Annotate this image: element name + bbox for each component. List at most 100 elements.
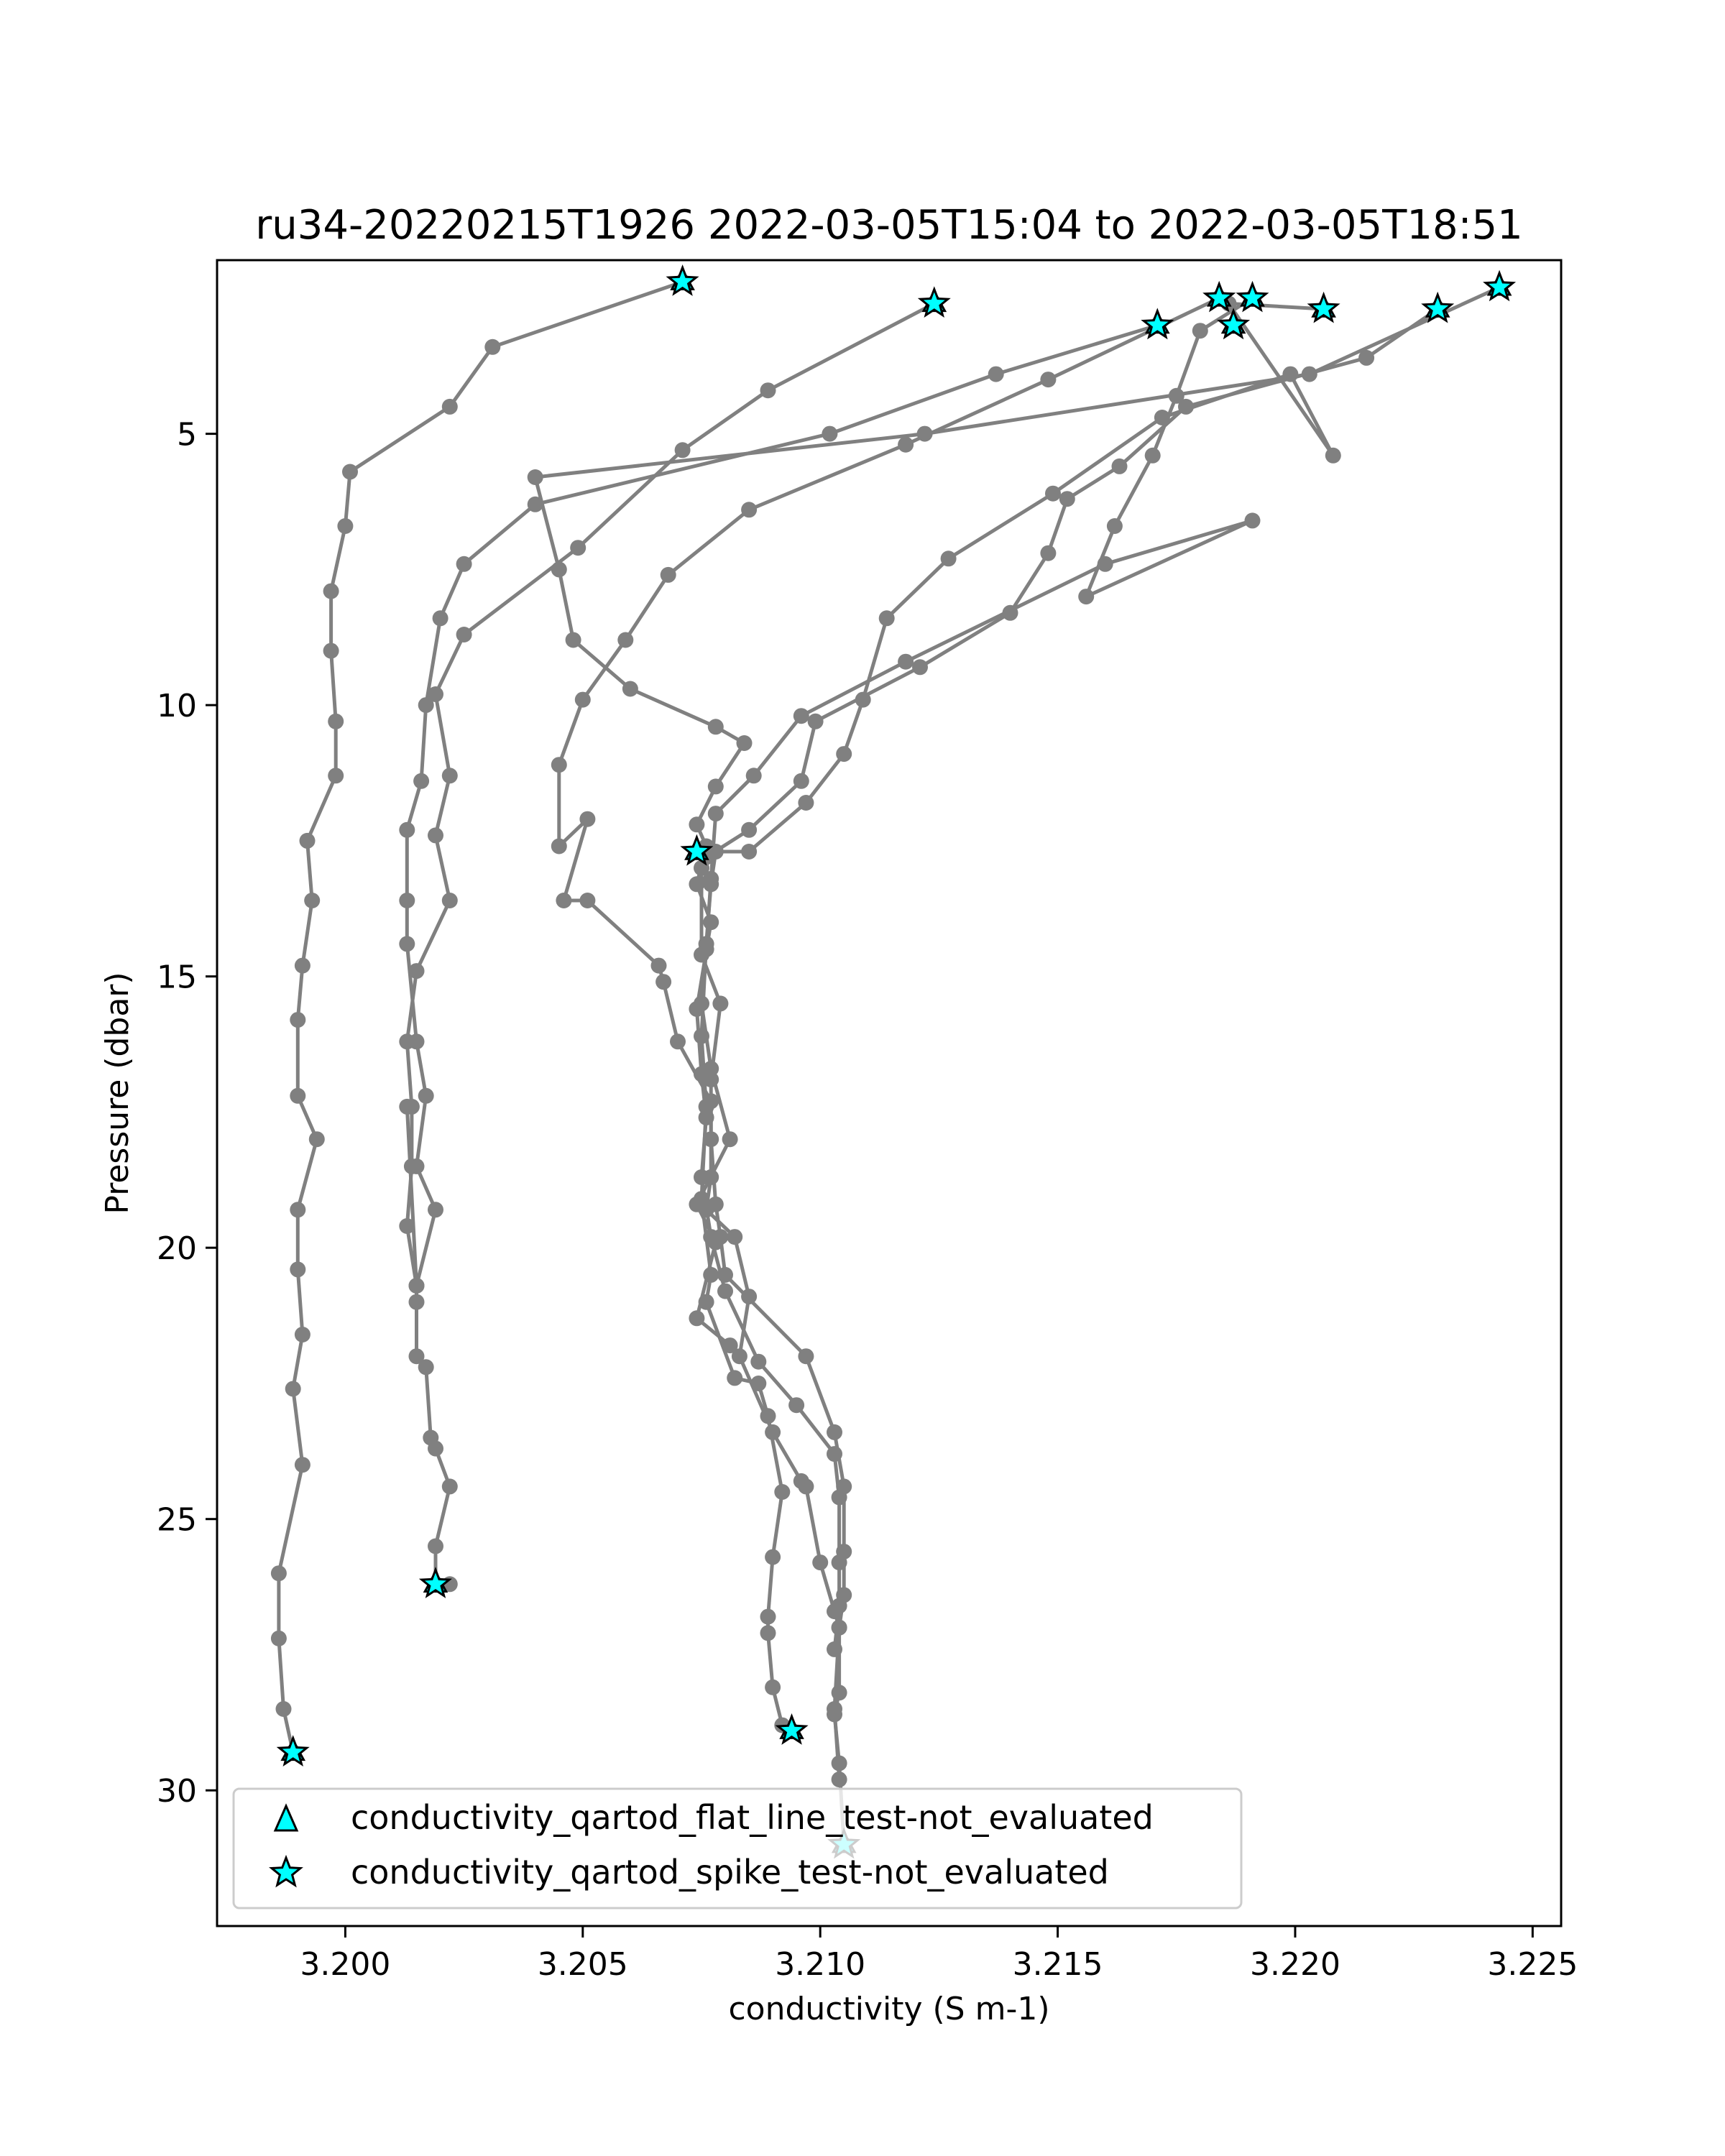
data-point: [822, 425, 838, 442]
data-point: [650, 957, 667, 974]
data-point: [760, 1608, 776, 1625]
data-point: [1154, 410, 1170, 425]
data-point: [1111, 458, 1128, 474]
data-point: [788, 1397, 805, 1414]
data-point: [717, 1283, 733, 1299]
data-point: [413, 773, 430, 789]
data-point: [399, 936, 415, 952]
x-tick-label: 3.205: [538, 1946, 628, 1983]
data-point: [898, 653, 914, 670]
data-point: [798, 795, 814, 811]
data-point: [408, 1158, 425, 1174]
spike-flag-marker: [1421, 291, 1455, 323]
data-point: [703, 876, 719, 893]
data-point: [428, 1538, 443, 1554]
data-point: [836, 746, 852, 763]
data-point: [656, 974, 672, 990]
data-point: [441, 893, 458, 908]
y-tick-label: 5: [177, 417, 197, 453]
data-point: [765, 1549, 781, 1565]
data-point: [270, 1565, 287, 1582]
data-point: [855, 691, 871, 708]
data-point: [399, 1098, 415, 1115]
data-point: [689, 1310, 705, 1327]
plot-frame: [216, 259, 1563, 1927]
y-tick-label: 20: [157, 1230, 197, 1267]
data-point: [428, 827, 443, 844]
data-point: [428, 1202, 443, 1218]
data-point: [579, 811, 596, 827]
data-point: [750, 1376, 767, 1391]
spike-flag-marker: [1236, 280, 1269, 313]
y-tick-label: 10: [157, 688, 197, 724]
data-point: [1358, 349, 1375, 366]
data-point: [418, 1359, 434, 1376]
data-point: [579, 893, 596, 908]
data-point: [275, 1701, 292, 1717]
data-point: [323, 583, 339, 599]
data-point: [741, 844, 758, 860]
data-point: [707, 1196, 724, 1212]
data-point: [765, 1679, 781, 1695]
data-point: [574, 691, 591, 708]
data-point: [441, 768, 458, 784]
data-point: [831, 1755, 847, 1772]
y-tick-label: 30: [157, 1773, 197, 1810]
data-point: [727, 1229, 743, 1245]
data-point: [294, 957, 310, 974]
legend-label-flat-line: conductivity_qartod_flat_line_test-not_e…: [351, 1798, 1154, 1837]
spike-flag-marker: [1202, 280, 1236, 313]
data-point: [285, 1381, 301, 1397]
data-point: [290, 1202, 306, 1218]
data-point: [722, 1337, 738, 1354]
data-point: [1325, 447, 1341, 464]
data-point: [827, 1424, 842, 1440]
chart-title: ru34-20220215T1926 2022-03-05T15:04 to 2…: [255, 202, 1522, 249]
data-point: [707, 719, 724, 735]
data-point: [831, 1619, 847, 1636]
data-point: [399, 893, 415, 908]
x-tick-label: 3.225: [1487, 1946, 1578, 1983]
data-point: [694, 1028, 709, 1044]
x-tick-label: 3.215: [1013, 1946, 1103, 1983]
data-point: [798, 1348, 814, 1365]
legend-label-spike: conductivity_qartod_spike_test-not_evalu…: [351, 1853, 1109, 1892]
data-point: [765, 1424, 781, 1440]
data-point: [484, 338, 501, 355]
data-point: [622, 681, 638, 697]
series-line-7: [699, 307, 1439, 1780]
spike-flag-marker: [680, 834, 714, 866]
data-point: [912, 659, 928, 676]
data-point: [707, 778, 724, 795]
data-point: [1045, 485, 1061, 502]
y-axis-label: Pressure (dbar): [99, 972, 136, 1214]
data-point: [741, 1289, 758, 1305]
spike-flag-marker: [1141, 308, 1174, 340]
data-point: [556, 893, 572, 908]
data-point: [827, 1446, 842, 1462]
data-point: [1301, 366, 1317, 382]
data-point: [527, 496, 543, 512]
data-point: [736, 735, 753, 751]
spike-flag-marker: [1483, 270, 1517, 302]
data-point: [1078, 589, 1095, 605]
series-line-1: [277, 280, 684, 1753]
data-point: [831, 1489, 847, 1506]
data-point: [551, 757, 567, 773]
data-point: [270, 1630, 287, 1646]
data-point: [698, 1098, 714, 1115]
data-point: [698, 1110, 714, 1125]
data-point: [399, 821, 415, 838]
spike-flag-marker: [775, 1713, 809, 1745]
y-tick-label: 25: [157, 1502, 197, 1539]
data-point: [727, 1370, 743, 1386]
data-point: [1192, 323, 1208, 339]
data-point: [698, 1294, 714, 1310]
data-point: [342, 464, 358, 480]
data-point: [798, 1478, 814, 1495]
data-point: [731, 1348, 748, 1365]
data-point: [831, 1598, 847, 1614]
legend-star-marker: [269, 1854, 303, 1888]
x-tick-label: 3.200: [300, 1946, 390, 1983]
